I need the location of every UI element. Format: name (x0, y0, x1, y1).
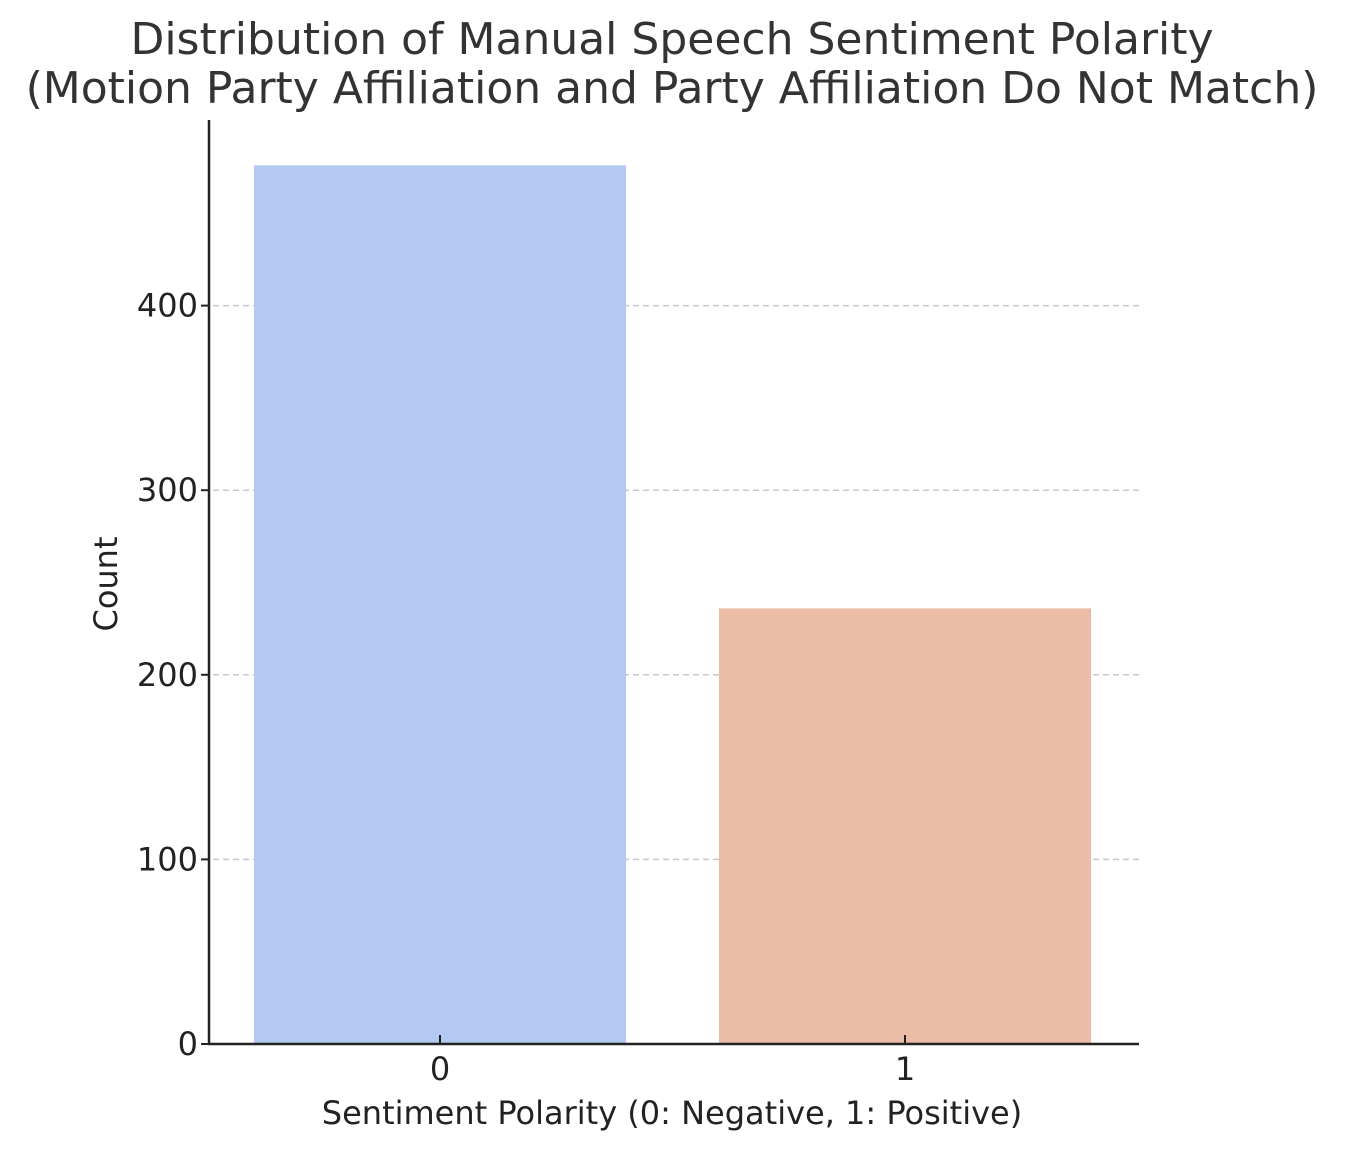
chart-title-line-2: (Motion Party Affiliation and Party Affi… (26, 63, 1319, 114)
bar-0 (254, 165, 626, 1044)
x-tick-label-1: 1 (895, 1050, 915, 1088)
chart-title-line-1: Distribution of Manual Speech Sentiment … (130, 14, 1213, 65)
bars (254, 165, 1091, 1044)
y-axis-label: Count (87, 536, 125, 631)
bar-1 (719, 608, 1091, 1044)
x-tick-label-0: 0 (430, 1050, 450, 1088)
y-tick-label-0: 0 (178, 1025, 198, 1063)
y-tick-label-400: 400 (137, 287, 198, 325)
y-axis-ticks: 0 100 200 300 400 (137, 287, 209, 1063)
y-tick-label-300: 300 (137, 471, 198, 509)
y-tick-label-200: 200 (137, 656, 198, 694)
x-axis-label: Sentiment Polarity (0: Negative, 1: Posi… (322, 1094, 1022, 1132)
y-tick-label-100: 100 (137, 840, 198, 878)
